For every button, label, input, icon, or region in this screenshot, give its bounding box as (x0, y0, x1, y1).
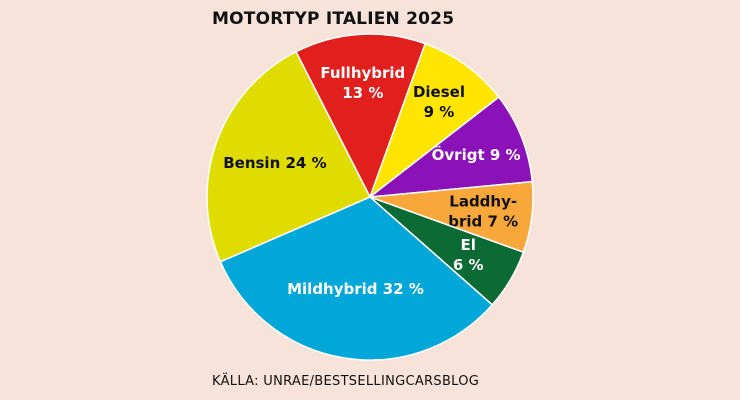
slice-label-laddhybrid: Laddhy-brid 7 % (448, 192, 518, 230)
slice-label-diesel: Diesel 9 % (413, 83, 465, 121)
slice-label-vrigt: Övrigt 9 % (432, 145, 521, 164)
pie-slice-vrigt (367, 96, 534, 198)
source-note: KÄLLA: UNRAE/BESTSELLINGCARSBLOG (212, 374, 480, 389)
pie-slice-bensin (206, 50, 372, 263)
chart-title: MOTORTYP ITALIEN 2025 (212, 9, 455, 29)
pie-slice-mildhybrid (219, 196, 494, 361)
slice-label-mildhybrid: Mildhybrid 32 % (287, 280, 424, 298)
slice-label-fullhybrid: Fullhybrid 13 % (320, 64, 405, 102)
slice-label-bensin: Bensin 24 % (223, 154, 326, 172)
pie-slice-fullhybrid (294, 33, 427, 199)
slice-label-el: El 6 % (453, 236, 484, 274)
pie-slice-diesel (368, 42, 500, 200)
